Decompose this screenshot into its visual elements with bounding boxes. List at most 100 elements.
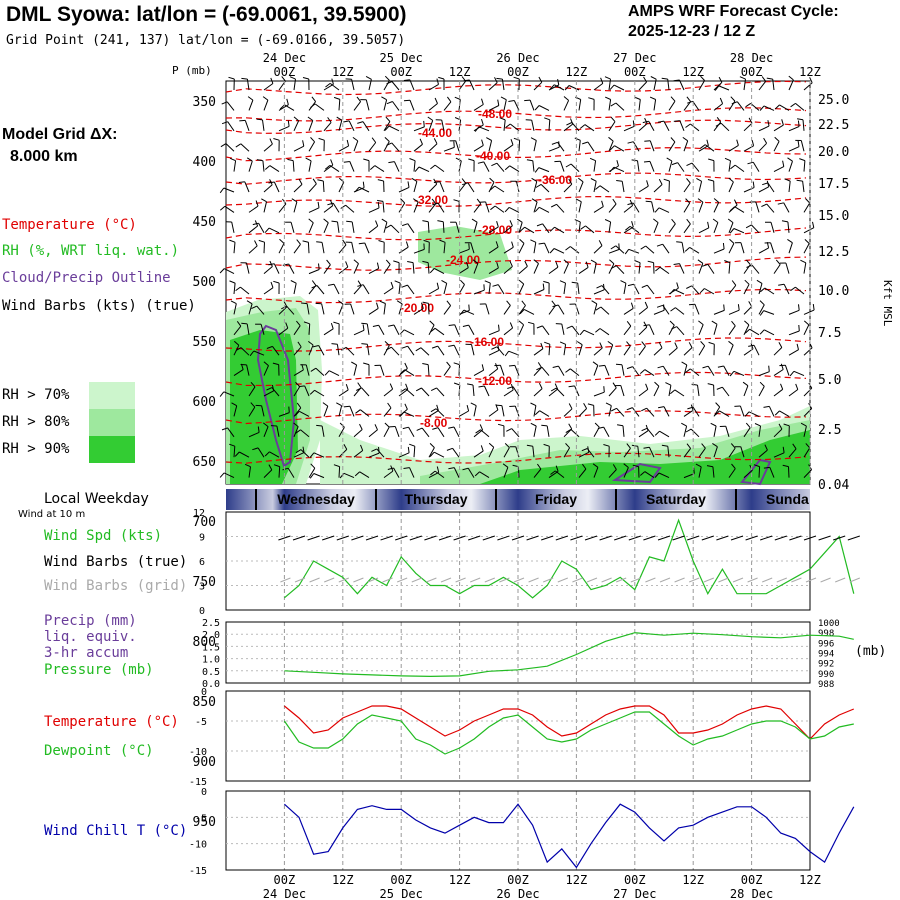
wind-barb-flag (461, 178, 467, 184)
wind-barb-flag (471, 218, 478, 223)
wind-barb (403, 411, 415, 417)
wind-barb-flag (436, 78, 439, 85)
time-tick-label: 12Z (566, 65, 588, 79)
wind-barb (662, 365, 670, 376)
temperature-tick-label: 0 (201, 687, 207, 698)
wind-barb (353, 364, 358, 376)
wind-barb-flag (676, 241, 683, 243)
wind-barb (524, 226, 535, 234)
dewpoint-line (283, 711, 854, 755)
wind-barb-flag (700, 144, 706, 149)
wind-barb (478, 126, 490, 132)
wind-barb-flag (384, 422, 390, 428)
wind-barb-flag (701, 443, 706, 449)
wind-barb-flag (627, 141, 634, 144)
bottom-date-label: 24 Dec (263, 887, 306, 900)
wind-barb (434, 327, 445, 336)
wind-barb (350, 303, 355, 315)
pressure-tick-label: 450 (193, 215, 216, 230)
wind-barb (770, 242, 775, 254)
wind-barb (673, 288, 685, 295)
wind-barb-flag (356, 96, 361, 102)
wind-barb (704, 144, 715, 152)
wind-barb-flag (324, 165, 331, 170)
wind-barb (488, 283, 491, 295)
wind-barb-flag (568, 423, 573, 430)
precip-tick-label: 2.5 (202, 618, 220, 629)
wind-barb-flag (282, 263, 289, 266)
wind-barb-flag (298, 178, 303, 185)
wind-barb-flag (728, 340, 734, 346)
wind-barb-flag (310, 463, 316, 469)
wind-barb (315, 367, 325, 376)
wind-barb-flag (295, 381, 301, 387)
legend-precip-accum: 3-hr accum (44, 645, 129, 661)
wind-barb (226, 101, 235, 111)
wind-barb-flag (714, 85, 720, 91)
precip-tick-label: 0.0 (202, 679, 220, 690)
wind-barb (563, 447, 571, 458)
wind-barb (392, 101, 400, 111)
wind-barb (583, 329, 595, 336)
wind-barb-flag (654, 381, 660, 387)
wind-barb-flag (552, 304, 559, 308)
wind-barb-flag (712, 218, 719, 223)
wind-barb (570, 429, 580, 438)
grid-wind-barb (499, 577, 510, 583)
pressure-unit: (mb) (855, 644, 887, 659)
pressure-tick-label: 700 (193, 515, 216, 530)
wind-barb (428, 447, 435, 458)
wind-barb-flag (729, 228, 735, 234)
wind-barb (408, 426, 415, 438)
wind-barb (787, 221, 790, 233)
wind-barb-flag (715, 402, 721, 408)
model-grid-value: 8.000 km (10, 148, 78, 165)
bottom-time-tick-label: 12Z (566, 873, 588, 887)
wind-barb (503, 246, 514, 254)
wind-barb-flag (318, 137, 325, 141)
wind-barb-flag (715, 122, 722, 127)
wind-barb-flag (590, 259, 597, 264)
wind-barb (452, 448, 460, 458)
wind-barb-flag (685, 368, 691, 373)
wind-barb (223, 472, 235, 479)
wind-barb-flag (396, 300, 403, 305)
wind-barb (533, 468, 542, 478)
wind-barb (488, 82, 498, 91)
pressure-axis-title: P (mb) (172, 64, 212, 77)
wind-barb (628, 248, 640, 254)
wind-barb-flag (459, 309, 465, 316)
wind-barb (563, 100, 570, 111)
isotherm-label: -32.00 (414, 193, 448, 207)
wind-barb (398, 246, 409, 254)
wind-barb-flag (472, 259, 479, 264)
wind-barb (542, 325, 550, 336)
grid-point-subtitle: Grid Point (241, 137) lat/lon = (-69.016… (6, 33, 406, 48)
surface-wind-barb (745, 535, 758, 541)
wind-barb-flag (754, 423, 761, 427)
pressure-tick-label: 550 (193, 335, 216, 350)
surface-wind-barb (336, 535, 349, 541)
wind-barb-flag (691, 383, 698, 386)
wind-barb-flag (669, 289, 675, 295)
wind-barb (645, 245, 655, 254)
wind-barb-flag (295, 449, 302, 454)
wind-barb-flag (551, 141, 558, 145)
wind-barb (533, 140, 537, 152)
wind-barb-flag (530, 422, 537, 427)
wind-barb-flag (685, 428, 692, 433)
wind-barb (338, 466, 341, 478)
wind-barb-flag (798, 304, 800, 311)
wind-barb (512, 386, 520, 397)
wind-barb (558, 365, 565, 376)
wind-barb (758, 449, 768, 458)
wind-barb-flag (707, 383, 714, 386)
wind-barb (518, 243, 525, 254)
wind-barb-flag (744, 328, 750, 334)
wind-barb (803, 82, 813, 91)
wind-barb (728, 243, 735, 254)
wind-barb-flag (641, 427, 648, 432)
legend-dewpoint: Dewpoint (°C) (44, 743, 154, 759)
wind-barb-flag (543, 280, 550, 284)
wind-barb (407, 345, 415, 356)
